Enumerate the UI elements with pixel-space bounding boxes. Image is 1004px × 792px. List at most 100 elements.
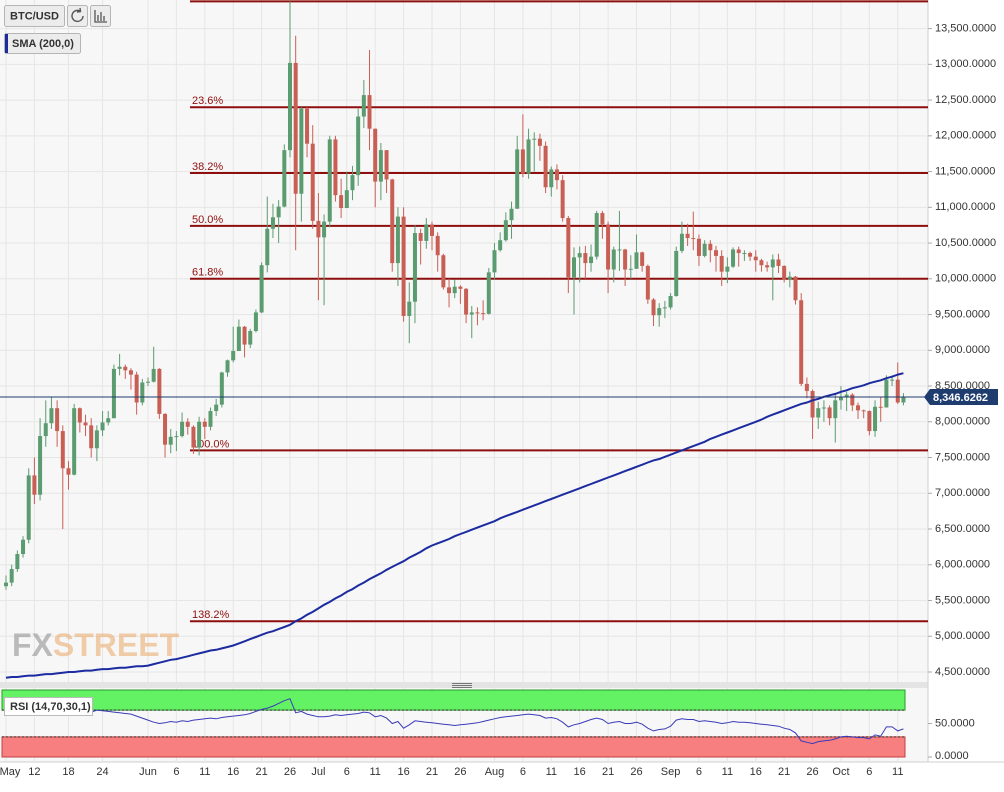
watermark: FXSTREET	[12, 627, 180, 663]
candle-body	[776, 259, 781, 266]
x-tick-label: 6	[866, 766, 872, 778]
candle-body	[799, 300, 804, 384]
candle-body	[83, 422, 88, 426]
candle-body	[543, 145, 548, 188]
fib-levels: 23.6% 38.2% 50.0% 61.8% 100.0% 138.2%	[190, 0, 928, 623]
refresh-icon	[71, 7, 84, 23]
y-tick-label: 10,000.0000	[935, 273, 996, 285]
divider-handle[interactable]	[452, 683, 472, 688]
candle-body	[560, 180, 565, 219]
x-tick-label: 26	[284, 766, 296, 778]
candle-body	[9, 569, 14, 583]
candle-body	[316, 220, 321, 238]
toolbar: BTC/USD SMA (200,0) RSI (14,70,30,1)	[4, 5, 111, 716]
candle-body	[753, 256, 758, 261]
x-tick-label: 16	[397, 766, 409, 778]
candle-body	[441, 255, 446, 288]
y-tick-label: 12,000.0000	[935, 130, 996, 142]
candle-body	[197, 421, 202, 448]
x-tick-label: Oct	[832, 766, 849, 778]
candle-body	[185, 421, 190, 427]
candle-body	[634, 252, 639, 269]
candle-body	[168, 436, 173, 445]
candle-body	[140, 382, 145, 403]
candle-body	[833, 400, 838, 419]
y-tick-label: 8,500.0000	[935, 380, 990, 392]
refresh-button[interactable]	[67, 5, 88, 27]
candle-body	[350, 175, 355, 191]
candle-body	[895, 379, 900, 403]
watermark-street: STREET	[53, 627, 180, 663]
y-tick-label: 13,500.0000	[935, 23, 996, 35]
candle-body	[242, 326, 247, 345]
candle-body	[447, 287, 452, 294]
watermark-fx: FX	[12, 627, 54, 663]
x-tick-label: 12	[28, 766, 40, 778]
candle-body	[572, 257, 576, 278]
candle-body	[395, 216, 400, 264]
candle-body	[361, 95, 366, 117]
candle-body	[55, 408, 60, 432]
candle-body	[674, 250, 679, 296]
candle-body	[163, 413, 168, 445]
rsi-legend[interactable]	[4, 697, 93, 716]
overlays	[5, 372, 904, 679]
candle-body	[736, 249, 741, 254]
candle-body	[418, 233, 423, 241]
candle-body	[532, 138, 537, 140]
x-tick-label: 11	[892, 766, 903, 778]
candle-body	[640, 252, 645, 266]
y-tick-label: 5,500.0000	[935, 594, 990, 606]
candle-body	[77, 408, 82, 423]
candle-body	[435, 235, 440, 256]
x-tick-label: 26	[806, 766, 818, 778]
candle-body	[123, 366, 128, 371]
x-tick-label: 11	[722, 766, 733, 778]
candle-body	[174, 436, 179, 438]
candle-body	[66, 468, 71, 475]
candle-body	[793, 276, 798, 301]
symbol-button[interactable]	[4, 5, 65, 27]
candle-body	[202, 421, 207, 427]
candle-body	[594, 213, 599, 257]
candle-body	[554, 169, 559, 181]
candle-body	[100, 422, 105, 431]
candle-body	[89, 425, 94, 449]
candle-body	[378, 150, 383, 182]
fib-label: 50.0%	[192, 214, 223, 226]
candle-body	[43, 423, 48, 437]
y-tick-label: 13,000.0000	[935, 58, 996, 70]
overlay-legend[interactable]	[4, 33, 81, 54]
candle-body	[577, 253, 582, 258]
candle-body	[617, 249, 622, 251]
candle-body	[94, 430, 99, 449]
x-tick-label: 6	[696, 766, 702, 778]
x-tick-label: 21	[778, 766, 790, 778]
y-tick-label: 11,000.0000	[935, 201, 995, 213]
candle-body	[566, 218, 571, 278]
candle-body	[668, 295, 673, 308]
candle-body	[589, 256, 594, 264]
candle-body	[520, 149, 525, 174]
candle-body	[236, 326, 241, 352]
candle-body	[657, 308, 662, 316]
candle-body	[231, 351, 236, 361]
candle-body	[691, 238, 696, 240]
candle-body	[719, 255, 724, 272]
candle-body	[804, 383, 809, 392]
rsi-bands	[1, 689, 906, 758]
candle-body	[21, 539, 26, 555]
candle-body	[696, 238, 701, 256]
y-tick-label: 9,000.0000	[935, 344, 990, 356]
candle-body	[770, 259, 775, 268]
candle-body	[850, 394, 855, 406]
candle-body	[481, 313, 486, 315]
candle-body	[32, 475, 37, 495]
candle-body	[146, 381, 150, 383]
x-tick-label: 18	[62, 766, 74, 778]
candle-body	[867, 411, 872, 432]
indicator-icon	[94, 10, 107, 23]
y-tick-label: 6,000.0000	[935, 559, 990, 571]
candle-body	[356, 116, 361, 176]
y-tick-label: 7,500.0000	[935, 451, 990, 463]
